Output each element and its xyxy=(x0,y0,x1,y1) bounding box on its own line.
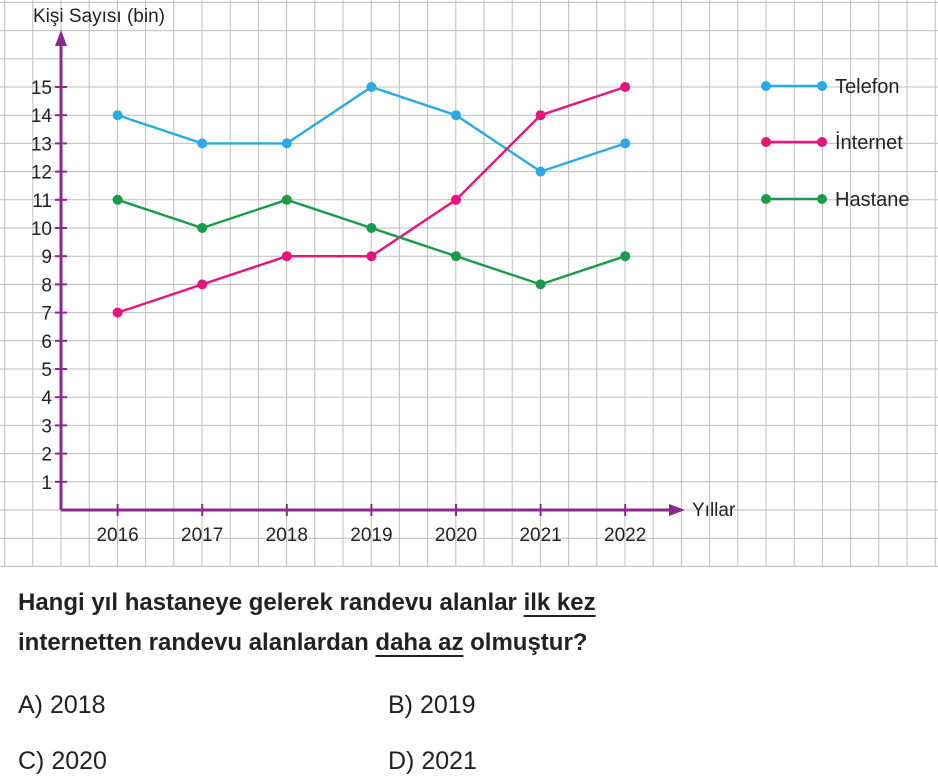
option-b[interactable]: B) 2019 xyxy=(388,691,476,719)
x-tick-label: 2020 xyxy=(435,525,477,546)
data-point xyxy=(451,251,461,262)
legend-marker xyxy=(761,137,771,147)
x-tick-label: 2021 xyxy=(519,525,561,546)
legend-marker xyxy=(817,194,827,204)
legend-marker xyxy=(817,81,827,91)
y-tick-label: 6 xyxy=(41,332,52,353)
option-c[interactable]: C) 2020 xyxy=(18,747,107,775)
data-point xyxy=(366,251,377,262)
option-d[interactable]: D) 2021 xyxy=(388,747,477,775)
y-axis-arrow xyxy=(55,30,67,46)
option-a[interactable]: A) 2018 xyxy=(18,691,106,719)
x-tick-label: 2022 xyxy=(604,525,646,546)
y-axis-title: Kişi Sayısı (bin) xyxy=(33,6,165,27)
y-tick-label: 1 xyxy=(41,473,52,494)
x-axis-title: Yıllar xyxy=(692,500,736,521)
y-tick-label: 3 xyxy=(41,416,52,437)
data-point xyxy=(112,307,123,318)
y-tick-label: 5 xyxy=(41,360,52,381)
data-point xyxy=(197,138,208,149)
legend-label: Telefon xyxy=(835,76,900,98)
y-tick-label: 9 xyxy=(41,247,52,268)
question-part-1: Hangi yıl hastaneye gelerek randevu alan… xyxy=(18,589,524,616)
data-point xyxy=(281,251,292,262)
x-tick-label: 2019 xyxy=(350,525,392,546)
y-tick-label: 14 xyxy=(31,106,53,127)
data-point xyxy=(197,279,208,290)
legend-label: Hastane xyxy=(835,189,910,211)
data-point xyxy=(112,194,123,205)
series-layer xyxy=(112,82,631,318)
x-tick-label: 2016 xyxy=(96,525,138,546)
data-point xyxy=(535,166,546,177)
legend-marker xyxy=(817,137,827,147)
data-point xyxy=(366,223,377,233)
data-point xyxy=(451,110,461,121)
data-point xyxy=(281,138,292,149)
y-tick-label: 11 xyxy=(32,191,52,212)
legend-label: İnternet xyxy=(835,131,903,154)
y-tick-label: 10 xyxy=(31,219,52,240)
question-part-3: olmuştur? xyxy=(463,629,588,656)
data-point xyxy=(281,194,292,205)
data-point xyxy=(535,279,546,290)
y-tick-label: 13 xyxy=(31,134,52,155)
data-point xyxy=(535,110,546,121)
question-part-2: internetten randevu alanlardan xyxy=(18,629,376,656)
line-chart: Kişi Sayısı (bin) Yıllar 123456789101112… xyxy=(0,0,938,567)
y-tick-label: 12 xyxy=(31,163,52,184)
data-point xyxy=(620,251,631,262)
data-point xyxy=(366,82,377,92)
legend: Telefon İnternet Hastane xyxy=(761,76,910,211)
question-underline-2: daha az xyxy=(375,629,464,656)
y-tick-label: 2 xyxy=(41,445,52,466)
y-tick-label: 4 xyxy=(41,388,52,409)
question-text: Hangi yıl hastaneye gelerek randevu alan… xyxy=(18,583,918,663)
axes: Kişi Sayısı (bin) Yıllar xyxy=(33,6,736,521)
legend-marker xyxy=(761,81,771,91)
data-point xyxy=(451,194,461,205)
data-point xyxy=(620,138,631,149)
grid xyxy=(0,0,938,567)
y-tick-label: 8 xyxy=(41,275,52,296)
y-tick-label: 15 xyxy=(31,78,52,99)
legend-marker xyxy=(761,194,771,204)
question-underline-1: ilk kez xyxy=(523,589,596,616)
data-point xyxy=(197,223,208,233)
x-tick-label: 2018 xyxy=(266,525,308,546)
data-point xyxy=(620,82,631,92)
y-tick-label: 7 xyxy=(41,304,52,325)
x-tick-label: 2017 xyxy=(181,525,223,546)
x-axis-arrow xyxy=(669,504,685,516)
data-point xyxy=(112,110,123,121)
